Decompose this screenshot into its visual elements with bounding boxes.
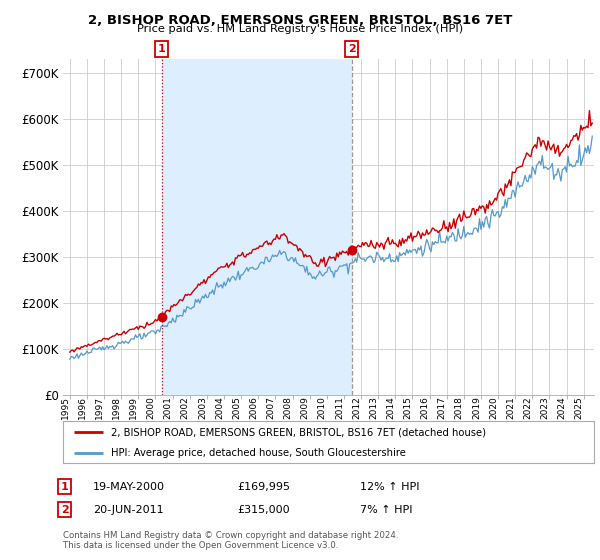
Text: 2007: 2007	[266, 396, 275, 419]
Text: 2013: 2013	[369, 396, 378, 419]
Text: Price paid vs. HM Land Registry's House Price Index (HPI): Price paid vs. HM Land Registry's House …	[137, 24, 463, 34]
Text: 2022: 2022	[523, 396, 532, 419]
Text: Contains HM Land Registry data © Crown copyright and database right 2024.
This d: Contains HM Land Registry data © Crown c…	[63, 531, 398, 550]
Text: 2023: 2023	[541, 396, 550, 419]
Text: 2, BISHOP ROAD, EMERSONS GREEN, BRISTOL, BS16 7ET: 2, BISHOP ROAD, EMERSONS GREEN, BRISTOL,…	[88, 14, 512, 27]
Text: 1: 1	[61, 482, 68, 492]
Text: 2: 2	[348, 44, 356, 54]
Text: 2019: 2019	[472, 396, 481, 419]
Text: 1: 1	[158, 44, 166, 54]
Text: 2017: 2017	[437, 396, 446, 419]
Text: 2021: 2021	[506, 396, 515, 419]
Text: 2006: 2006	[249, 396, 258, 419]
Text: 2: 2	[61, 505, 68, 515]
Text: 7% ↑ HPI: 7% ↑ HPI	[360, 505, 413, 515]
Text: 2012: 2012	[352, 396, 361, 419]
Text: £315,000: £315,000	[237, 505, 290, 515]
Text: 1997: 1997	[95, 396, 104, 419]
Text: 2005: 2005	[232, 396, 241, 419]
Text: 1998: 1998	[112, 396, 121, 419]
Text: 2025: 2025	[575, 396, 584, 419]
Text: 12% ↑ HPI: 12% ↑ HPI	[360, 482, 419, 492]
Text: 2004: 2004	[215, 396, 224, 419]
Text: 20-JUN-2011: 20-JUN-2011	[93, 505, 164, 515]
Text: 2008: 2008	[284, 396, 293, 419]
Text: 2002: 2002	[181, 396, 190, 419]
Text: 19-MAY-2000: 19-MAY-2000	[93, 482, 165, 492]
Text: 2014: 2014	[386, 396, 395, 419]
Text: HPI: Average price, detached house, South Gloucestershire: HPI: Average price, detached house, Sout…	[111, 447, 406, 458]
Text: 2018: 2018	[455, 396, 464, 419]
Text: 2016: 2016	[421, 396, 430, 419]
Text: 1995: 1995	[61, 396, 70, 419]
Text: 2020: 2020	[489, 396, 498, 419]
Bar	[162, 59, 352, 395]
Text: 2003: 2003	[198, 396, 207, 419]
Text: 2024: 2024	[557, 396, 566, 419]
Text: £169,995: £169,995	[237, 482, 290, 492]
Text: 2009: 2009	[301, 396, 310, 419]
Text: 2, BISHOP ROAD, EMERSONS GREEN, BRISTOL, BS16 7ET (detached house): 2, BISHOP ROAD, EMERSONS GREEN, BRISTOL,…	[111, 427, 486, 437]
Text: 2010: 2010	[318, 396, 327, 419]
Text: 2011: 2011	[335, 396, 344, 419]
Text: 1996: 1996	[78, 396, 87, 419]
Text: 2000: 2000	[146, 396, 155, 419]
Text: 2015: 2015	[403, 396, 412, 419]
Text: 2001: 2001	[164, 396, 173, 419]
Text: 1999: 1999	[130, 396, 139, 419]
